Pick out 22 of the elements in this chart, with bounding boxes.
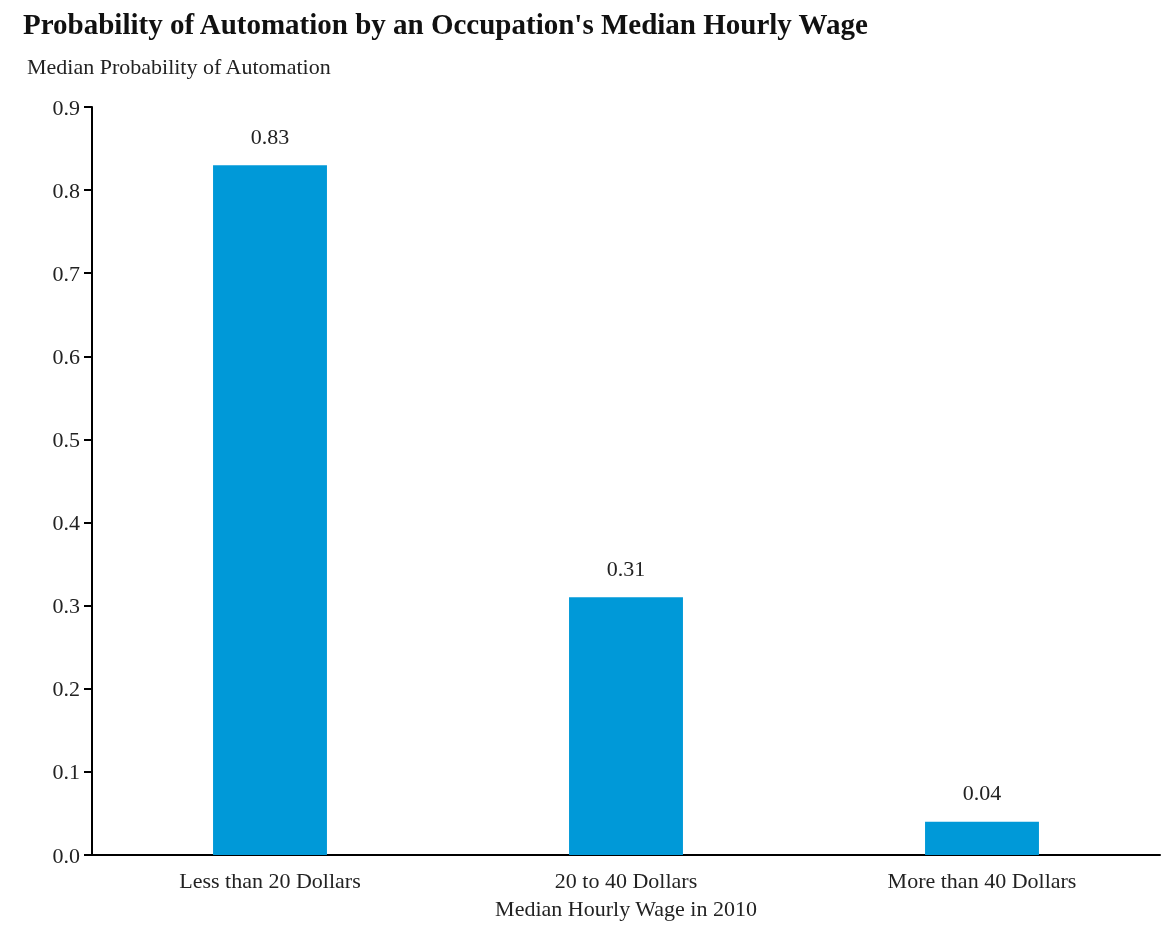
bar (569, 597, 683, 855)
y-tick-label: 0.7 (52, 260, 80, 286)
y-tick-label: 0.3 (52, 593, 80, 619)
x-axis-title: Median Hourly Wage in 2010 (495, 895, 757, 921)
bar (925, 821, 1039, 855)
y-tick-label: 0.4 (52, 510, 80, 536)
y-tick-label: 0.0 (52, 842, 80, 868)
y-tick-label: 0.2 (52, 676, 80, 702)
y-tick-label: 0.1 (52, 759, 80, 785)
chart-title: Probability of Automation by an Occupation's Median Hourly Wage (23, 7, 868, 40)
x-tick-label: More than 40 Dollars (887, 867, 1077, 893)
data-label: 0.04 (962, 780, 1002, 806)
bar (213, 165, 327, 855)
x-tick-label: 20 to 40 Dollars (554, 867, 698, 893)
data-label: 0.31 (606, 555, 646, 581)
data-label: 0.83 (250, 123, 290, 149)
y-axis-title: Median Probability of Automation (27, 53, 331, 79)
y-tick-label: 0.8 (52, 177, 80, 203)
x-tick-label: Less than 20 Dollars (179, 867, 361, 893)
y-tick-label: 0.6 (52, 343, 80, 369)
y-tick-label: 0.5 (52, 426, 80, 452)
y-tick-label: 0.9 (52, 94, 80, 120)
